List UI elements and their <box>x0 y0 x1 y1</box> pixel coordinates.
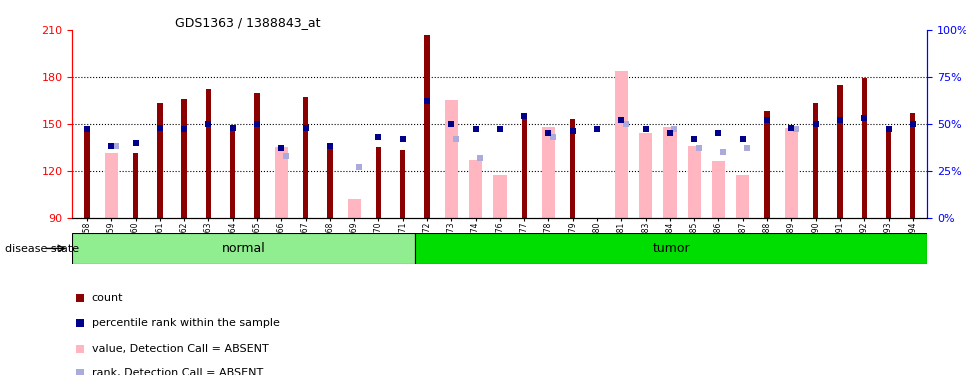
Bar <box>838 85 842 218</box>
Bar <box>664 127 676 218</box>
Bar <box>327 147 332 218</box>
Bar <box>813 104 818 218</box>
Bar <box>639 133 652 218</box>
Text: percentile rank within the sample: percentile rank within the sample <box>92 318 279 328</box>
Bar <box>522 116 526 218</box>
Bar <box>424 35 430 218</box>
Bar <box>862 78 867 218</box>
Bar <box>303 97 308 218</box>
Text: rank, Detection Call = ABSENT: rank, Detection Call = ABSENT <box>92 368 263 375</box>
Text: normal: normal <box>222 242 266 255</box>
Bar <box>104 153 118 218</box>
Bar <box>254 93 260 218</box>
Bar <box>206 89 212 218</box>
Bar <box>570 119 576 218</box>
Bar <box>72 232 415 264</box>
Text: GDS1363 / 1388843_at: GDS1363 / 1388843_at <box>175 16 321 29</box>
Text: disease state: disease state <box>5 244 79 254</box>
Bar <box>614 70 628 217</box>
Bar <box>910 113 916 218</box>
Bar <box>494 176 506 217</box>
Bar <box>415 232 927 264</box>
Bar <box>133 153 138 218</box>
Bar <box>886 128 892 217</box>
Bar <box>84 128 90 217</box>
Bar <box>400 150 406 217</box>
Bar <box>469 160 482 218</box>
Bar <box>688 146 701 218</box>
Bar <box>784 128 798 217</box>
Text: value, Detection Call = ABSENT: value, Detection Call = ABSENT <box>92 344 269 354</box>
Bar <box>182 99 186 218</box>
Bar <box>712 161 725 218</box>
Bar <box>594 217 600 254</box>
Text: tumor: tumor <box>652 242 690 255</box>
Bar <box>542 127 555 218</box>
Bar <box>736 176 750 217</box>
Bar <box>764 111 770 218</box>
Bar <box>376 147 382 218</box>
Bar <box>274 147 288 218</box>
Text: count: count <box>92 293 124 303</box>
Bar <box>444 100 458 218</box>
Bar <box>348 199 361 217</box>
Bar <box>157 104 162 218</box>
Bar <box>230 125 236 218</box>
